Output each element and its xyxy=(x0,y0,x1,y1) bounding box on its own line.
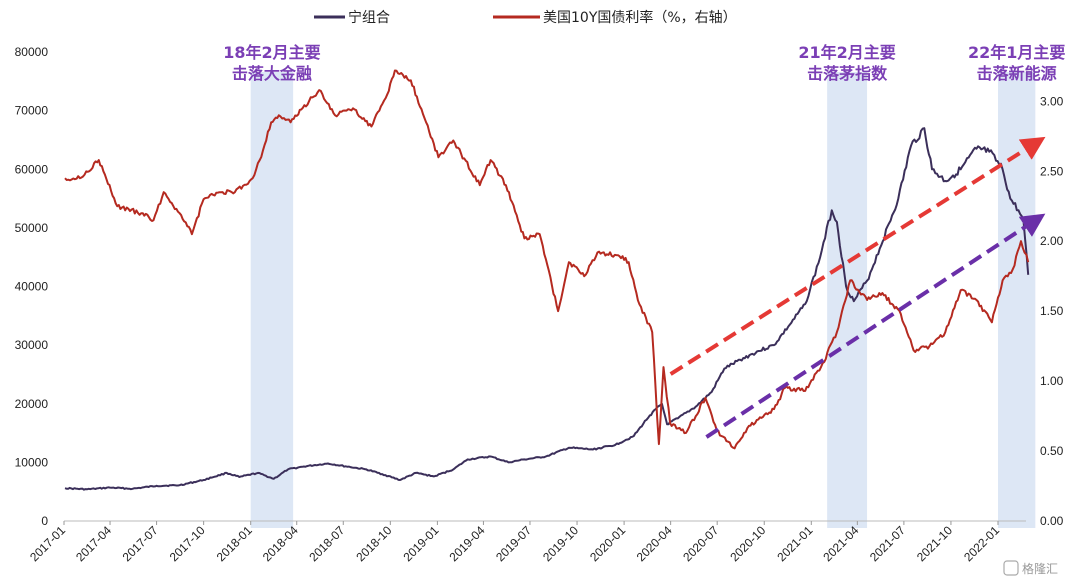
y-tick-label: 50000 xyxy=(15,221,49,235)
y-tick-label: 70000 xyxy=(15,104,49,118)
right-y-axis: 0.00 0.50 1.00 1.50 2.00 2.50 3.00 xyxy=(1040,94,1064,528)
series-line-ning xyxy=(64,127,1030,491)
trend-arrow-red xyxy=(669,136,1046,376)
y-tick-label: 20000 xyxy=(15,397,49,411)
x-tick-label: 2019-01 xyxy=(400,523,441,564)
watermark: 格隆汇 xyxy=(1003,560,1058,576)
y-tick-label: 60000 xyxy=(15,162,49,176)
y2-tick-label: 1.50 xyxy=(1040,304,1064,318)
x-tick-label: 2020-07 xyxy=(680,523,721,564)
x-tick-label: 2018-10 xyxy=(353,523,394,564)
annotation-label: 18年2月主要 xyxy=(223,43,320,62)
y2-tick-label: 3.00 xyxy=(1040,94,1064,108)
left-y-axis: 0 10000 20000 30000 40000 50000 60000 70000 8000… xyxy=(15,45,49,528)
series-line-us10y xyxy=(64,69,1030,450)
annotation-label: 击落大金融 xyxy=(232,64,312,83)
legend: 宁组合 美国10Y国债利率（%，右轴） xyxy=(314,9,737,26)
x-tick-label: 2019-07 xyxy=(493,523,534,564)
y-tick-label: 80000 xyxy=(15,45,49,59)
x-tick-label: 2018-07 xyxy=(306,523,347,564)
y2-tick-label: 0.00 xyxy=(1040,514,1064,528)
highlight-band-2 xyxy=(998,72,1036,528)
x-tick-label: 2018-01 xyxy=(214,523,255,564)
annotation-label: 21年2月主要 xyxy=(798,43,895,62)
x-tick-label: 2017-04 xyxy=(73,523,114,564)
x-tick-label: 2017-07 xyxy=(120,523,161,564)
x-tick-label: 2020-04 xyxy=(634,523,675,564)
y-tick-label: 30000 xyxy=(15,338,49,352)
y-tick-label: 40000 xyxy=(15,280,49,294)
y2-tick-label: 2.50 xyxy=(1040,164,1064,178)
x-tick-label: 2019-10 xyxy=(540,523,581,564)
y-tick-label: 10000 xyxy=(15,455,49,469)
annotation-label: 击落茅指数 xyxy=(807,64,888,83)
watermark-text: 格隆汇 xyxy=(1022,561,1058,576)
x-tick-label: 2021-10 xyxy=(914,523,955,564)
series-lines xyxy=(64,69,1030,491)
x-tick-label: 2019-04 xyxy=(447,523,488,564)
x-tick-label: 2021-04 xyxy=(820,523,861,564)
y-tick-label: 0 xyxy=(41,514,48,528)
annotation-label: 22年1月主要 xyxy=(968,43,1065,62)
y2-tick-label: 1.00 xyxy=(1040,374,1064,388)
watermark-logo-icon xyxy=(1003,560,1019,576)
highlight-bands xyxy=(250,72,1036,528)
highlight-band-1 xyxy=(827,72,868,528)
x-tick-label: 2017-01 xyxy=(27,523,68,564)
x-tick-label: 2018-04 xyxy=(260,523,301,564)
x-tick-label: 2021-07 xyxy=(867,523,908,564)
x-tick-label: 2020-01 xyxy=(587,523,628,564)
x-tick-label: 2022-01 xyxy=(961,523,1002,564)
y2-tick-label: 2.00 xyxy=(1040,234,1064,248)
x-tick-label: 2020-10 xyxy=(727,523,768,564)
legend-label-us10y: 美国10Y国债利率（%，右轴） xyxy=(543,9,737,26)
trend-arrow-purple xyxy=(705,213,1046,439)
annotation-label: 击落新能源 xyxy=(977,64,1057,83)
highlight-band-0 xyxy=(250,72,294,528)
legend-label-ning: 宁组合 xyxy=(348,9,390,26)
y2-tick-label: 0.50 xyxy=(1040,444,1064,458)
x-tick-label: 2021-01 xyxy=(774,523,815,564)
x-tick-label: 2017-10 xyxy=(167,523,208,564)
trend-arrows xyxy=(669,136,1046,439)
